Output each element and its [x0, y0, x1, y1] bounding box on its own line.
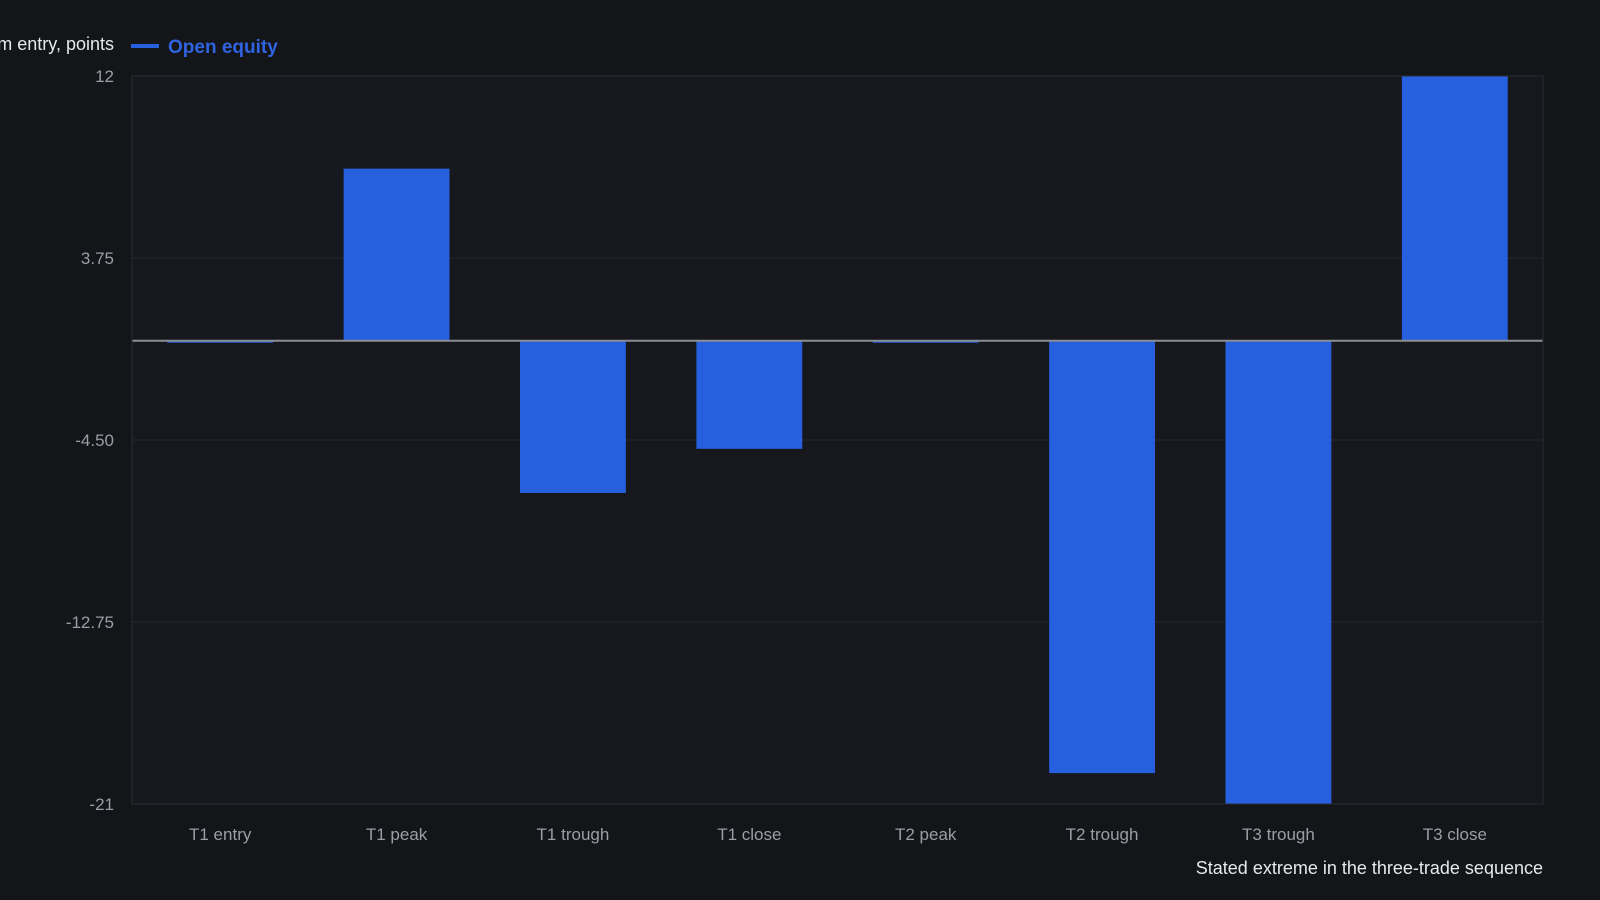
plot-frame — [131, 75, 1544, 805]
x-tick-label: T1 close — [717, 825, 781, 844]
y-axis-title: Change from entry, points — [0, 34, 114, 54]
bar-t1-peak[interactable] — [343, 168, 450, 341]
x-tick-label: T1 peak — [366, 825, 428, 844]
y-tick-label: 3.75 — [81, 249, 114, 268]
x-tick-label: T1 entry — [189, 825, 252, 844]
x-tick-label: T3 trough — [1242, 825, 1315, 844]
legend-label[interactable]: Open equity — [168, 37, 278, 58]
x-tick-label: T3 close — [1423, 825, 1487, 844]
bars — [167, 76, 1508, 804]
bar-t1-trough[interactable] — [520, 340, 626, 493]
y-tick-label: -4.50 — [75, 431, 114, 450]
x-tick-label: T2 trough — [1066, 825, 1139, 844]
bar-t3-close[interactable] — [1401, 76, 1508, 341]
bar-t1-close[interactable] — [696, 340, 803, 449]
y-tick-label: -21 — [89, 795, 114, 814]
y-tick-labels: 12 3.75 -4.50 -12.75 -21 — [66, 67, 114, 814]
x-tick-label: T1 trough — [537, 825, 610, 844]
x-axis-title: Stated extreme in the three-trade sequen… — [1196, 858, 1543, 878]
y-tick-label: 12 — [95, 67, 114, 86]
x-tick-label: T2 peak — [895, 825, 957, 844]
bar-t2-trough[interactable] — [1049, 340, 1155, 774]
x-tick-labels: T1 entry T1 peak T1 trough T1 close T2 peak T… — [189, 825, 1487, 844]
bar-t3-trough[interactable] — [1225, 340, 1332, 804]
y-tick-label: -12.75 — [66, 613, 114, 632]
